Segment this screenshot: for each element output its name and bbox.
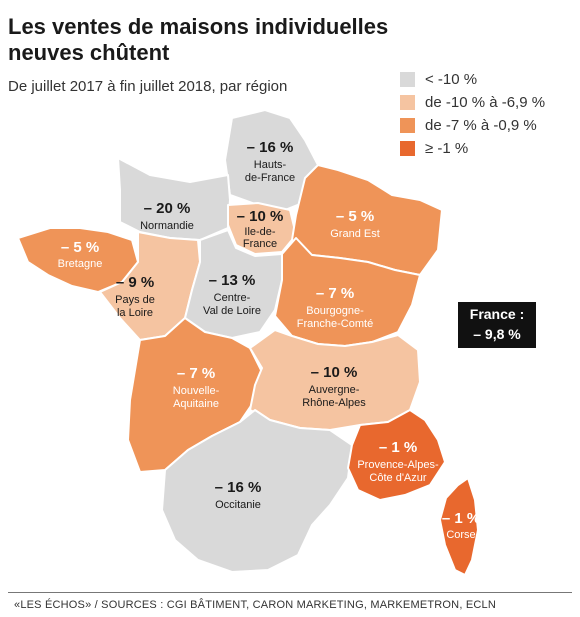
pct-bretagne: – 5 % — [61, 239, 99, 256]
name-nouvelle-aquitaine: Aquitaine — [173, 398, 219, 410]
name-pays-de-la-loire: la Loire — [117, 307, 153, 319]
region-provence-alpes-cote-dazur[interactable] — [347, 409, 446, 501]
pct-grand-est: – 5 % — [336, 208, 374, 225]
map-subtitle: De juillet 2017 à fin juillet 2018, par … — [8, 78, 288, 95]
label-nouvelle-aquitaine: – 7 % Nouvelle- Aquitaine — [173, 365, 220, 410]
label-corse: – 1 % Corse — [442, 510, 480, 541]
pct-ile-de-france: – 10 % — [237, 208, 284, 225]
label-normandie: – 20 % Normandie — [140, 200, 194, 232]
name-centre-val-de-loire: Val de Loire — [203, 305, 261, 317]
region-ile-de-france[interactable] — [227, 202, 297, 255]
region-bourgogne-franche-comte[interactable] — [274, 237, 421, 347]
pct-auvergne-rhone-alpes: – 10 % — [311, 364, 358, 381]
name-hauts-de-france: de-France — [245, 172, 295, 184]
name-bretagne: Bretagne — [58, 258, 103, 270]
name-centre-val-de-loire: Centre- — [214, 292, 251, 304]
name-nouvelle-aquitaine: Nouvelle- — [173, 385, 220, 397]
pct-hauts-de-france: – 16 % — [247, 139, 294, 156]
label-centre-val-de-loire: – 13 % Centre- Val de Loire — [203, 272, 261, 317]
label-provence-alpes-cote-dazur: – 1 % Provence-Alpes- Côte d'Azur — [357, 439, 439, 484]
name-occitanie: Occitanie — [215, 499, 261, 511]
map-title: Les ventes de maisons individuelles neuv… — [8, 14, 389, 65]
pct-corse: – 1 % — [442, 510, 480, 527]
france-total-badge: France : – 9,8 % — [458, 302, 536, 348]
name-hauts-de-france: Hauts- — [254, 159, 287, 171]
legend-label: de -7 % à -0,9 % — [425, 117, 537, 134]
label-hauts-de-france: – 16 % Hauts- de-France — [245, 139, 295, 184]
legend-item: de -7 % à -0,9 % — [400, 114, 545, 137]
label-grand-est: – 5 % Grand Est — [330, 208, 380, 240]
pct-bourgogne-franche-comte: – 7 % — [316, 285, 354, 302]
france-total-value: – 9,8 % — [473, 326, 521, 342]
legend-item: < -10 % — [400, 68, 545, 91]
legend-label: < -10 % — [425, 71, 478, 88]
name-corse: Corse — [446, 529, 475, 541]
name-ile-de-france: Ile-de- — [244, 226, 276, 238]
pct-pays-de-la-loire: – 9 % — [116, 274, 154, 291]
region-occitanie[interactable] — [161, 409, 353, 573]
label-pays-de-la-loire: – 9 % Pays de la Loire — [115, 274, 155, 319]
name-bourgogne-franche-comte: Bourgogne- — [306, 305, 364, 317]
name-auvergne-rhone-alpes: Rhône-Alpes — [302, 397, 366, 409]
pct-normandie: – 20 % — [144, 200, 191, 217]
pct-provence-alpes-cote-dazur: – 1 % — [379, 439, 417, 456]
label-bretagne: – 5 % Bretagne — [58, 239, 103, 270]
legend-swatch-light-orange — [400, 95, 415, 110]
name-provence-alpes-cote-dazur: Provence-Alpes- — [357, 459, 439, 471]
region-centre-val-de-loire[interactable] — [184, 229, 283, 339]
name-ile-de-france: France — [243, 238, 277, 250]
legend-swatch-orange — [400, 118, 415, 133]
label-ile-de-france: – 10 % Ile-de- France — [237, 208, 284, 250]
name-normandie: Normandie — [140, 220, 194, 232]
legend-item: ≥ -1 % — [400, 137, 545, 160]
name-provence-alpes-cote-dazur: Côte d'Azur — [369, 472, 426, 484]
pct-centre-val-de-loire: – 13 % — [209, 272, 256, 289]
name-grand-est: Grand Est — [330, 228, 380, 240]
legend-swatch-dark-orange — [400, 141, 415, 156]
pct-nouvelle-aquitaine: – 7 % — [177, 365, 215, 382]
name-bourgogne-franche-comte: Franche-Comté — [297, 318, 373, 330]
legend-label: de -10 % à -6,9 % — [425, 94, 546, 111]
footer-divider — [8, 592, 572, 593]
source-credit: «LES ÉCHOS» / SOURCES : CGI BÂTIMENT, CA… — [14, 599, 496, 611]
legend-label: ≥ -1 % — [425, 140, 469, 157]
label-bourgogne-franche-comte: – 7 % Bourgogne- Franche-Comté — [297, 285, 373, 330]
legend: < -10 % de -10 % à -6,9 % de -7 % à -0,9… — [400, 68, 545, 160]
legend-swatch-grey — [400, 72, 415, 87]
region-corse[interactable] — [439, 477, 479, 576]
pct-occitanie: – 16 % — [215, 479, 262, 496]
name-pays-de-la-loire: Pays de — [115, 294, 155, 306]
legend-item: de -10 % à -6,9 % — [400, 91, 545, 114]
label-occitanie: – 16 % Occitanie — [215, 479, 262, 511]
label-auvergne-rhone-alpes: – 10 % Auvergne- Rhône-Alpes — [302, 364, 366, 409]
name-auvergne-rhone-alpes: Auvergne- — [309, 384, 360, 396]
france-total-label: France : — [469, 306, 525, 322]
